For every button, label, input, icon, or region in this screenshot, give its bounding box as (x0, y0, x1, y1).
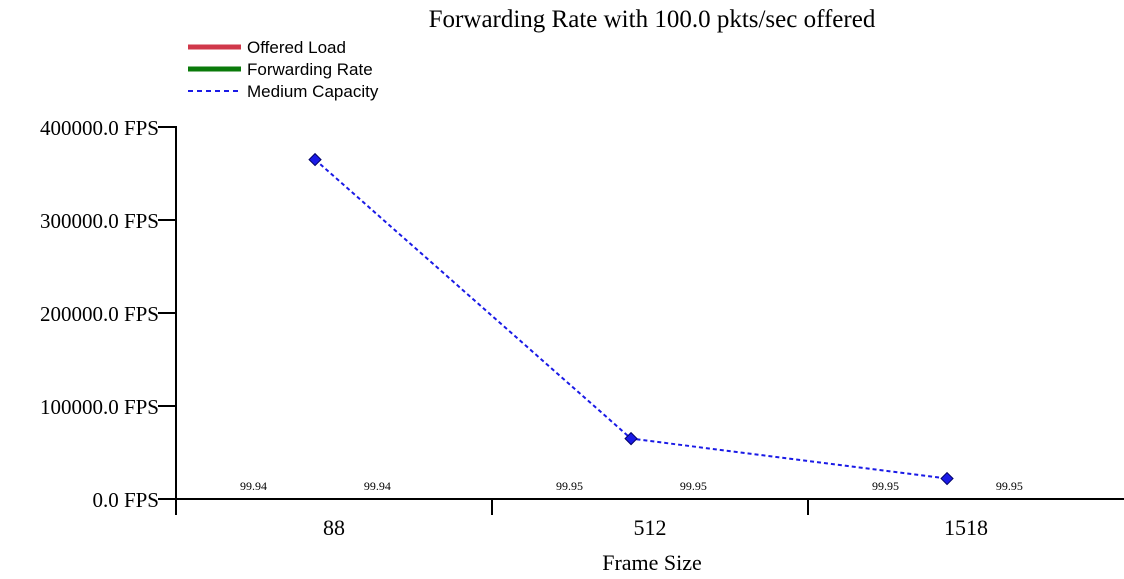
y-tick-label: 100000.0 FPS (40, 395, 159, 419)
legend: Offered Load Forwarding Rate Medium Capaci… (188, 38, 379, 101)
legend-label: Forwarding Rate (247, 60, 373, 79)
data-label: 99.94 (240, 479, 267, 493)
data-label: 99.95 (872, 479, 899, 493)
x-axis: 88 512 1518 (176, 498, 1124, 540)
data-label: 99.95 (996, 479, 1023, 493)
data-labels: 99.94 99.95 99.95 99.94 99.95 99.95 (240, 479, 1023, 493)
data-label: 99.94 (364, 479, 391, 493)
medium-capacity-line (314, 158, 948, 480)
x-tick-label: 1518 (944, 515, 988, 540)
legend-label: Offered Load (247, 38, 346, 57)
y-tick-label: 200000.0 FPS (40, 302, 159, 326)
y-axis: 0.0 FPS 100000.0 FPS 200000.0 FPS 300000.0 … (40, 116, 177, 515)
data-label: 99.95 (680, 479, 707, 493)
medium-capacity-point (624, 431, 638, 446)
y-tick-label: 300000.0 FPS (40, 209, 159, 233)
x-tick-label: 512 (634, 515, 667, 540)
series-lines (308, 152, 954, 486)
y-tick-label: 400000.0 FPS (40, 116, 159, 140)
data-label: 99.95 (556, 479, 583, 493)
chart-title: Forwarding Rate with 100.0 pkts/sec offe… (429, 6, 876, 33)
x-axis-title: Frame Size (602, 550, 702, 575)
x-tick-label: 88 (323, 515, 345, 540)
medium-capacity-point (308, 152, 322, 167)
legend-label: Medium Capacity (247, 82, 379, 101)
y-tick-label: 0.0 FPS (92, 488, 159, 512)
medium-capacity-point (940, 471, 954, 486)
